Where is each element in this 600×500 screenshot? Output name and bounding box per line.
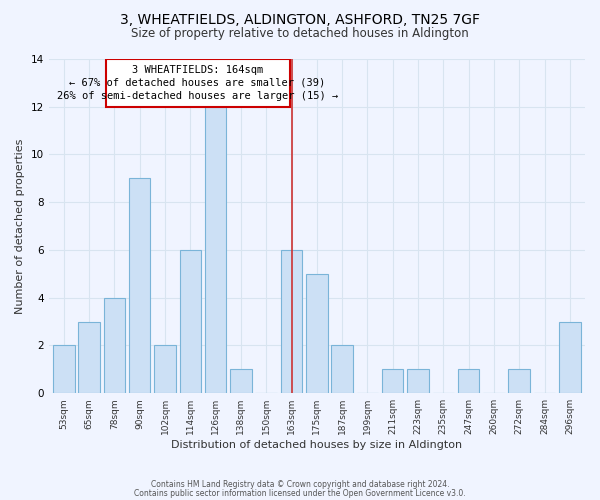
Bar [508,370,530,393]
Text: Size of property relative to detached houses in Aldington: Size of property relative to detached ho… [131,28,469,40]
Text: ← 67% of detached houses are smaller (39): ← 67% of detached houses are smaller (39… [70,78,326,88]
Bar [129,178,151,393]
X-axis label: Distribution of detached houses by size in Aldington: Distribution of detached houses by size … [171,440,463,450]
FancyBboxPatch shape [106,59,290,106]
Bar [559,322,581,393]
Bar [79,322,100,393]
Bar [154,346,176,393]
Bar [281,250,302,393]
Bar [179,250,201,393]
Bar [230,370,251,393]
Bar [104,298,125,393]
Bar [306,274,328,393]
Bar [382,370,403,393]
Text: 3, WHEATFIELDS, ALDINGTON, ASHFORD, TN25 7GF: 3, WHEATFIELDS, ALDINGTON, ASHFORD, TN25… [120,12,480,26]
Bar [458,370,479,393]
Bar [331,346,353,393]
Bar [205,106,226,393]
Bar [407,370,429,393]
Text: Contains HM Land Registry data © Crown copyright and database right 2024.: Contains HM Land Registry data © Crown c… [151,480,449,489]
Bar [53,346,74,393]
Text: Contains public sector information licensed under the Open Government Licence v3: Contains public sector information licen… [134,488,466,498]
Y-axis label: Number of detached properties: Number of detached properties [15,138,25,314]
Text: 26% of semi-detached houses are larger (15) →: 26% of semi-detached houses are larger (… [57,91,338,101]
Text: 3 WHEATFIELDS: 164sqm: 3 WHEATFIELDS: 164sqm [132,65,263,75]
